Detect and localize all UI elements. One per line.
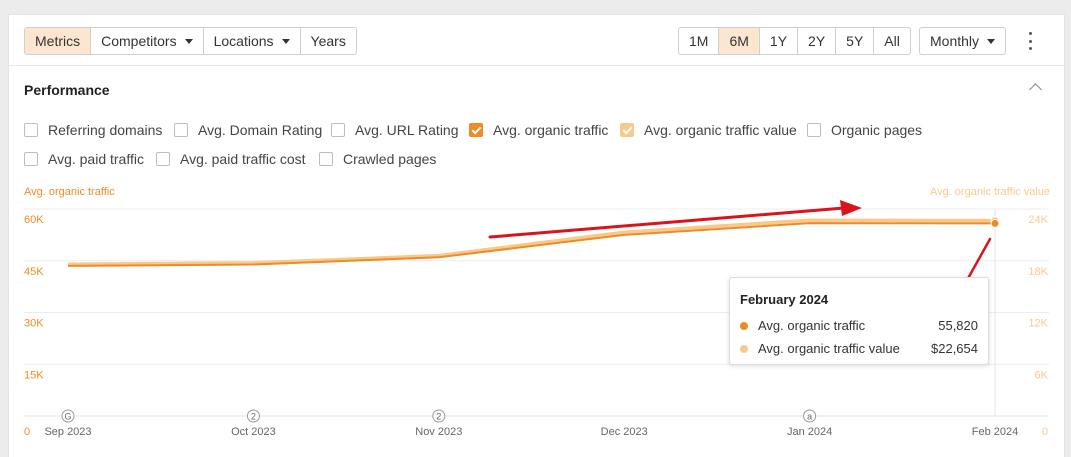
metric-referring-domains[interactable]: Referring domains — [24, 122, 162, 138]
locations-dropdown[interactable]: Locations — [204, 28, 301, 54]
x-tick-label: Jan 2024 — [787, 426, 832, 438]
view-tabs: Metrics Competitors Locations Years — [24, 27, 357, 55]
y-right-axis-title: Avg. organic traffic value — [929, 186, 1050, 198]
annotation-marker-icon: 2 — [246, 409, 260, 423]
annotation-marker-icon: a — [803, 409, 817, 423]
tab-years[interactable]: Years — [310, 33, 346, 49]
marker-label: G — [64, 412, 71, 422]
marker-circle — [61, 409, 75, 423]
series-point-traffic — [990, 218, 1000, 228]
series-dot-icon — [740, 321, 748, 330]
x-tick-label: Sep 2023 — [44, 426, 91, 438]
y-left-tick-label: 60K — [24, 214, 44, 226]
range-1y[interactable]: 1Y — [760, 28, 799, 54]
range-5y[interactable]: 5Y — [836, 28, 875, 54]
metric-organic-pages[interactable]: Organic pages — [807, 122, 922, 138]
metric-avg-url-rating[interactable]: Avg. URL Rating — [331, 122, 459, 138]
section-title: Performance — [24, 82, 110, 98]
y-right-tick-label: 12K — [1028, 318, 1048, 330]
range-6m[interactable]: 6M — [719, 28, 760, 54]
series-line-traffic — [67, 222, 996, 267]
range-1m[interactable]: 1M — [679, 28, 720, 54]
range-2y[interactable]: 2Y — [798, 28, 837, 54]
checkbox-icon — [24, 152, 38, 166]
x-tick-label: Nov 2023 — [415, 426, 462, 438]
marker-circle — [432, 409, 446, 423]
y-left-tick-label: 15K — [24, 369, 44, 381]
series-line-value — [67, 218, 996, 266]
tab-metrics[interactable]: Metrics — [25, 28, 92, 54]
y-right-tick-label: 24K — [1028, 214, 1048, 226]
checkbox-icon — [156, 152, 170, 166]
range-all[interactable]: All — [884, 33, 900, 49]
competitors-dropdown[interactable]: Competitors — [91, 28, 204, 54]
performance-panel: Metrics Competitors Locations Years 1M 6… — [8, 14, 1065, 457]
tooltip-row-traffic: Avg. organic traffic 55,820 — [740, 318, 978, 333]
toolbar: Metrics Competitors Locations Years 1M 6… — [9, 15, 1064, 66]
x-tick-label: Oct 2023 — [231, 426, 276, 438]
marker-label: 2 — [436, 412, 441, 422]
caret-down-icon — [184, 39, 193, 44]
series-dot-icon — [740, 344, 748, 353]
caret-down-icon — [987, 39, 996, 44]
checkbox-checked-icon — [620, 123, 634, 137]
checkbox-icon — [24, 123, 38, 137]
tooltip-title: February 2024 — [740, 292, 829, 307]
x-tick-label: Dec 2023 — [601, 426, 648, 438]
marker-label: 2 — [251, 412, 256, 422]
metric-avg-paid-traffic[interactable]: Avg. paid traffic — [24, 151, 144, 167]
annotation-arrow-up — [488, 206, 846, 239]
more-options-icon[interactable] — [1025, 32, 1035, 50]
marker-label: a — [807, 412, 812, 422]
metric-avg-domain-rating[interactable]: Avg. Domain Rating — [174, 122, 322, 138]
checkbox-checked-icon — [469, 123, 483, 137]
checkbox-icon — [807, 123, 821, 137]
arrowhead-icon — [840, 200, 862, 216]
interval-dropdown[interactable]: Monthly — [919, 27, 1007, 55]
marker-circle — [246, 409, 260, 423]
y-right-tick-label: 18K — [1028, 266, 1048, 278]
y-right-tick-label: 6K — [1035, 369, 1049, 381]
chart-tooltip: February 2024 Avg. organic traffic 55,82… — [729, 277, 989, 365]
tooltip-row-value: Avg. organic traffic value $22,654 — [740, 341, 978, 356]
y-left-tick-label: 30K — [24, 318, 44, 330]
marker-circle — [803, 409, 817, 423]
y-left-tick-label: 45K — [24, 266, 44, 278]
performance-chart: 0 0 15K 6K 30K 12K 45K 18K 60K 24K Sep 2023 Oct 202… — [24, 200, 1049, 438]
range-selector: 1M 6M 1Y 2Y 5Y All — [678, 27, 911, 55]
checkbox-icon — [174, 123, 188, 137]
checkbox-icon — [319, 152, 333, 166]
y-left-tick-label: 0 — [24, 426, 30, 438]
checkbox-icon — [331, 123, 345, 137]
metric-crawled-pages[interactable]: Crawled pages — [319, 151, 436, 167]
metric-avg-paid-traffic-cost[interactable]: Avg. paid traffic cost — [156, 151, 306, 167]
y-right-tick-label: 0 — [1042, 426, 1048, 438]
metric-avg-organic-traffic-value[interactable]: Avg. organic traffic value — [620, 122, 797, 138]
x-tick-label: Feb 2024 — [972, 426, 1018, 438]
y-left-axis-title: Avg. organic traffic — [24, 186, 115, 198]
caret-down-icon — [281, 39, 290, 44]
annotation-marker-icon: 2 — [432, 409, 446, 423]
metric-avg-organic-traffic[interactable]: Avg. organic traffic — [469, 122, 608, 138]
annotation-marker-icon: G — [61, 409, 75, 423]
